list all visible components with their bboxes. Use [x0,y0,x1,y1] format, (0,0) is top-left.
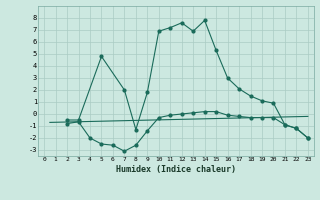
X-axis label: Humidex (Indice chaleur): Humidex (Indice chaleur) [116,165,236,174]
